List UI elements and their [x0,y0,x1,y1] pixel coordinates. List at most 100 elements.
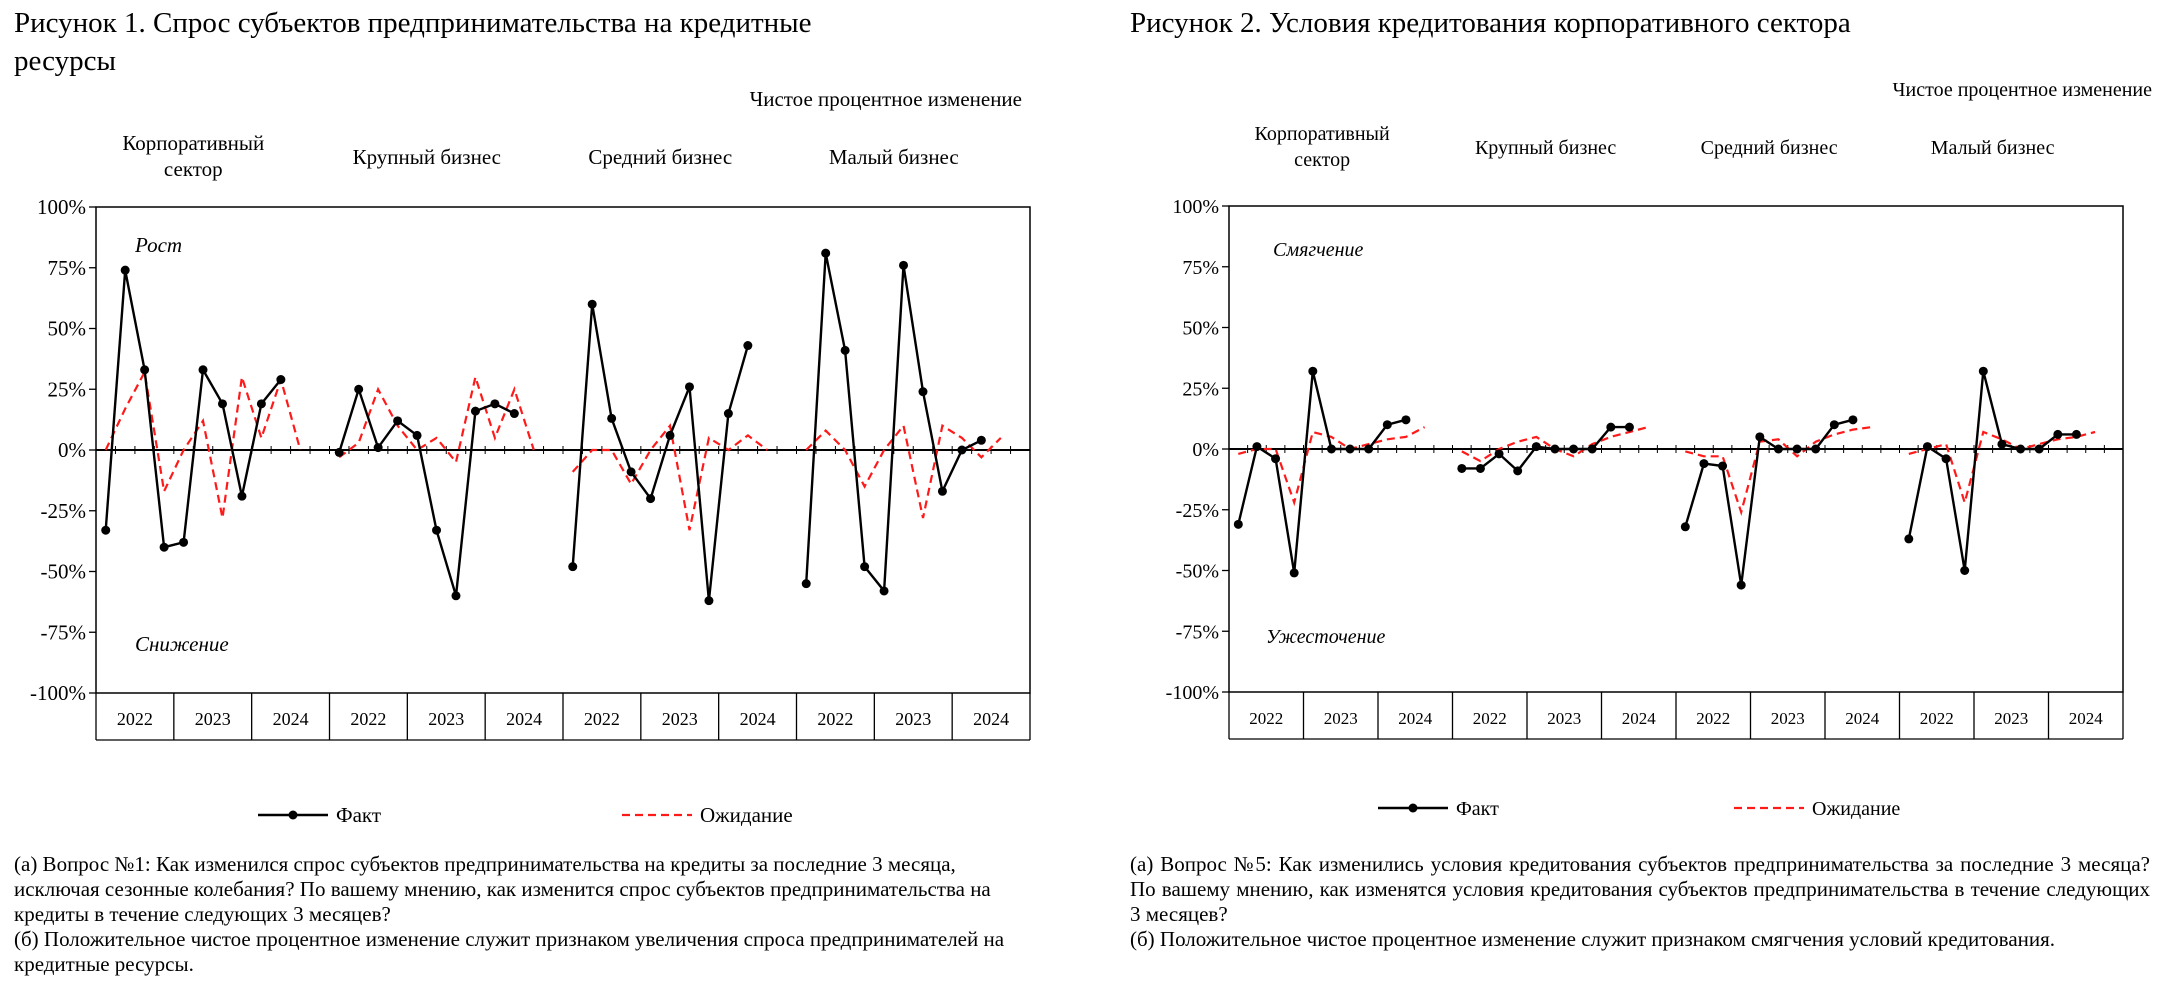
year-label: 2023 [1547,709,1581,728]
fact-point [1271,454,1281,464]
y-tick-label: -75% [1176,621,1219,643]
fact-point [1308,366,1318,376]
fact-point [334,447,344,457]
fact-point [568,562,578,572]
note-b: (б) Положительное чистое процентное изме… [14,927,1005,976]
year-label: 2022 [1696,709,1730,728]
fact-point [918,387,928,397]
figure-title-line-2: ресурсы [14,45,116,77]
fact-point [1718,461,1728,471]
up-annotation: Смягчение [1273,239,1364,261]
expectation-series-line [805,423,1002,519]
fact-point [937,486,947,496]
year-label: 2023 [1771,709,1805,728]
year-label: 2022 [117,709,153,729]
note-b: (б) Положительное чистое процентное изме… [1130,927,2056,951]
fact-series-line [1907,370,2077,571]
fact-point [1922,442,1932,452]
group-header: Средний бизнес [588,145,732,169]
unit-label: Чистое процентное изменение [750,87,1022,111]
fact-point [801,579,811,589]
figure-notes: (а) Вопрос №5: Как изменились условия кр… [1130,852,2150,952]
y-tick-label: 75% [1182,257,1219,279]
y-tick-label: -50% [41,560,87,584]
y-tick-label: 25% [48,377,87,401]
fact-point [276,375,286,385]
y-tick-label: -100% [30,681,86,705]
fact-point [1848,415,1858,425]
fact-point [1941,454,1951,464]
fact-point [957,445,967,455]
y-tick-label: -100% [1166,682,1219,704]
group-header: сектор [164,157,223,181]
fact-point [354,384,364,394]
note-a: (а) Вопрос №1: Как изменился спрос субъе… [14,852,991,926]
group-header: сектор [1294,149,1350,171]
fact-point [2016,444,2026,454]
down-annotation: Снижение [135,632,229,656]
fact-point [1252,442,1262,452]
y-tick-label: 50% [48,317,87,341]
fact-point [1345,444,1355,454]
fact-series-line [104,269,282,549]
fact-point [1680,522,1690,532]
expectation-series-line [1238,426,1426,507]
y-tick-label: 25% [1182,378,1219,400]
expectation-series-line [338,372,535,465]
unit-label: Чистое процентное изменение [1893,79,2153,101]
year-label: 2022 [1920,709,1954,728]
fact-point [1773,444,1783,454]
fact-point [1364,444,1374,454]
expectation-series-line [1908,430,2096,507]
note-a: (а) Вопрос №5: Как изменились условия кр… [1130,852,2150,926]
legend-expectation-label: Ожидание [700,803,793,827]
expectation-series-line [104,368,302,519]
fact-point [509,409,519,419]
year-label: 2023 [895,709,931,729]
fact-point [1811,444,1821,454]
fact-point [840,345,850,355]
expectation-series-line [1461,426,1649,463]
fact-point [1513,466,1523,476]
legend-expectation-label: Ожидание [1812,798,1900,820]
fact-point [665,430,675,440]
fact-series-line [571,303,750,601]
fact-point [451,591,461,601]
fact-point [743,341,753,351]
year-label: 2024 [1622,709,1657,728]
figure-title: Рисунок 1. Спрос субъектов предпринимате… [14,4,812,80]
figure-1: Рисунок 1. Спрос субъектов предпринимате… [14,4,1031,976]
fact-point [198,365,208,375]
legend-fact-marker [288,810,298,820]
legend-fact-label: Факт [1456,798,1499,820]
year-label: 2024 [2069,709,2104,728]
fact-series-line [1461,425,1630,473]
fact-point [393,416,403,426]
expectation-series-line [571,423,768,531]
year-label: 2024 [740,709,776,729]
y-tick-label: 75% [48,256,87,280]
year-label: 2023 [428,709,464,729]
y-tick-label: 0% [58,438,86,462]
fact-point [470,406,480,416]
fact-point [2053,429,2063,439]
fact-series-line [338,385,515,597]
year-label: 2024 [973,709,1009,729]
year-label: 2022 [1249,709,1283,728]
y-tick-label: 0% [1192,439,1219,461]
fact-point [1401,415,1411,425]
year-label: 2024 [1845,709,1880,728]
fact-point [684,382,694,392]
fact-point [1457,463,1467,473]
fact-point [1904,534,1914,544]
figure-title-line-1: Рисунок 2. Условия кредитования корпорат… [1130,7,1851,39]
group-header: Корпоративный [122,131,264,155]
group-header: Крупный бизнес [353,145,501,169]
fact-point [256,399,266,409]
fact-point [1997,439,2007,449]
year-label: 2024 [506,709,542,729]
year-label: 2022 [584,709,620,729]
y-tick-label: -75% [41,620,87,644]
fact-point [1233,519,1243,529]
y-tick-label: 100% [37,195,86,219]
